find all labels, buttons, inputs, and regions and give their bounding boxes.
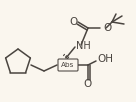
Text: O: O: [70, 17, 78, 27]
Text: O: O: [84, 79, 92, 89]
Text: O: O: [103, 23, 111, 33]
FancyBboxPatch shape: [58, 59, 78, 71]
Text: OH: OH: [97, 54, 113, 64]
Text: Abs: Abs: [61, 62, 75, 68]
Text: NH: NH: [76, 41, 91, 51]
